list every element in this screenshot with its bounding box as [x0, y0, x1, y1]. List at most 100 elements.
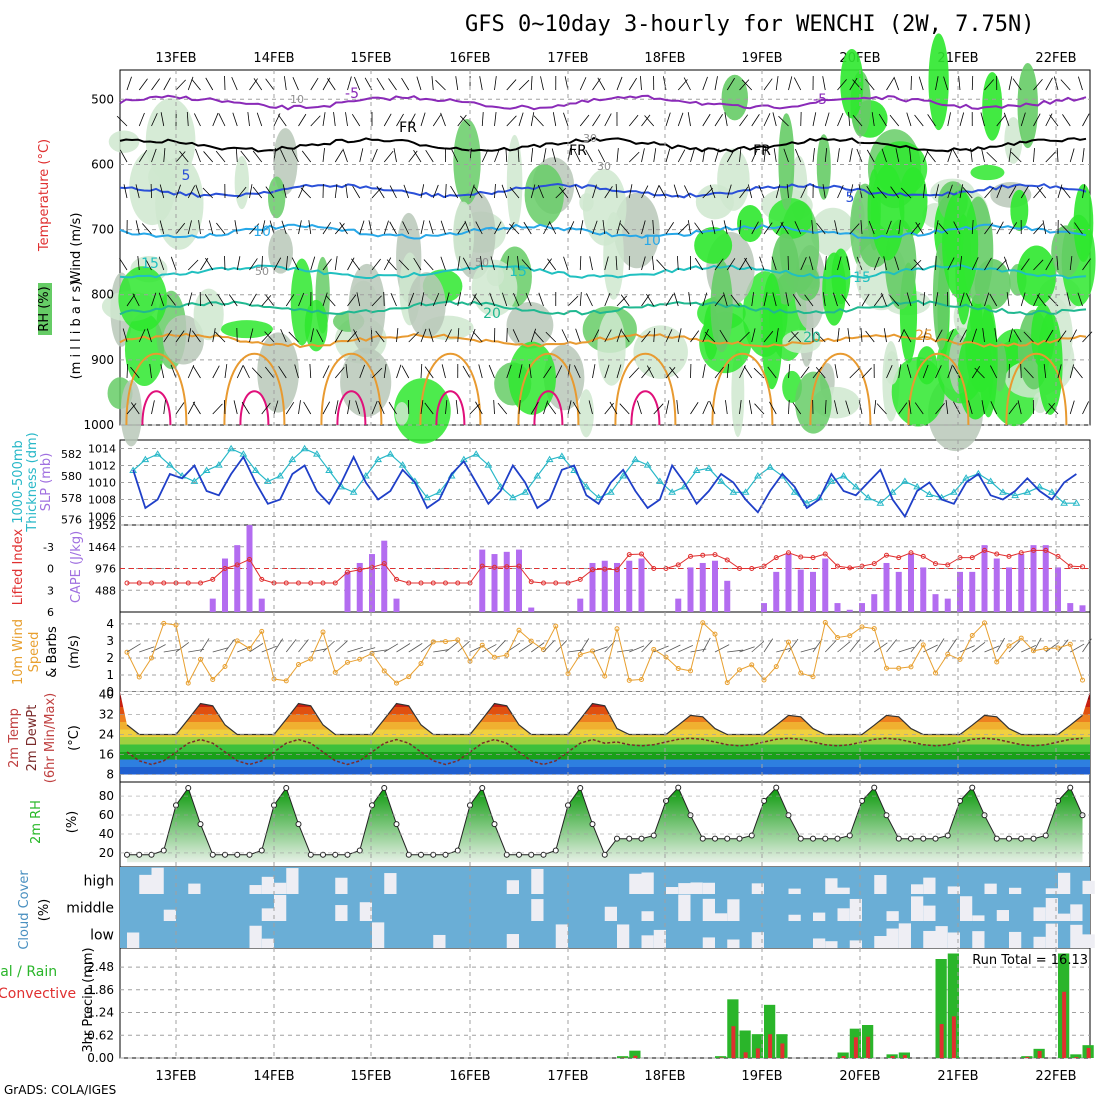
wind-barb — [743, 366, 753, 379]
surface-temp-contour — [141, 390, 172, 426]
thickness-marker — [165, 461, 174, 468]
thickness-marker — [692, 466, 701, 474]
rh-shade-blob — [916, 346, 938, 385]
wind-barb — [616, 364, 622, 379]
isotherm-label: 25 — [915, 328, 933, 344]
wind-barb — [301, 150, 312, 163]
wind-barb — [962, 187, 973, 199]
date-bottom-label: 18FEB — [644, 1069, 685, 1084]
cape-bar — [883, 562, 890, 612]
li-marker — [381, 561, 387, 567]
wind-barb — [371, 148, 378, 163]
wind-barb — [1069, 364, 1075, 379]
wind-barb — [141, 223, 152, 235]
wind-barb — [837, 256, 842, 271]
li-tick-label: -3 — [43, 541, 54, 554]
temp-curve-mask — [120, 692, 1090, 735]
thickness-marker — [766, 463, 775, 470]
wind-barb — [592, 646, 608, 653]
wind-tick-label: 0 — [106, 685, 114, 699]
surface-temp-contour — [809, 352, 872, 426]
cloud-gap-block — [1033, 936, 1046, 948]
wind-barb — [665, 222, 674, 235]
wind-barb — [788, 331, 799, 343]
date-top-label: 19FEB — [741, 51, 782, 66]
wind-barb — [420, 641, 434, 653]
wind-barb — [748, 400, 753, 415]
rh-marker — [1067, 784, 1074, 791]
wind-barb — [538, 292, 544, 307]
wind-barb — [628, 367, 640, 379]
temp-tick-label: 40 — [99, 688, 114, 702]
wind-barb — [236, 186, 247, 199]
wind-barb — [159, 184, 165, 199]
wind-barb — [968, 400, 973, 415]
wind-barb — [261, 402, 271, 415]
wind-barb — [277, 114, 287, 127]
wind-barb — [521, 259, 532, 271]
wind-barb — [763, 292, 768, 307]
rh-shade-blob — [737, 205, 764, 243]
rh-marker — [969, 784, 976, 791]
axis-label-thickness-dm: Thickness (dm) — [25, 432, 40, 532]
wind-barb — [909, 148, 912, 163]
wind-barb — [763, 330, 774, 343]
date-top-label: 22FEB — [1035, 51, 1076, 66]
rh-shade-blob — [816, 134, 831, 200]
thickness-marker — [374, 455, 383, 463]
rh-shade-blob — [781, 330, 821, 354]
wind-barb — [788, 364, 791, 379]
precip-convective-bar — [951, 1016, 956, 1058]
wind-barb — [151, 78, 161, 91]
wind-barb — [408, 331, 419, 343]
thickness-marker — [790, 488, 799, 495]
wind-barb — [966, 293, 973, 307]
rh-shade-blob — [506, 301, 554, 349]
thickness-marker — [619, 471, 628, 479]
wind-barb — [952, 365, 961, 379]
rh-shade-blob — [1073, 184, 1094, 262]
axis-label-temp-units: (°C) — [67, 725, 82, 751]
wind-barb — [506, 221, 515, 235]
thickness-marker — [643, 461, 652, 468]
wind-barb — [119, 149, 128, 163]
wind-barb — [482, 644, 497, 653]
date-bottom-label: 21FEB — [937, 1069, 978, 1084]
wind-barb — [938, 223, 949, 235]
wind-marker — [222, 664, 228, 670]
wind-barb — [186, 112, 189, 127]
wind-barb — [726, 258, 736, 271]
thickness-marker — [263, 477, 272, 484]
rh-marker — [650, 832, 657, 839]
wind-barb — [898, 328, 905, 343]
wind-barb — [390, 292, 397, 307]
wind-barb — [791, 331, 802, 343]
wind-barb — [644, 115, 655, 127]
wind-barb — [420, 292, 425, 307]
date-bottom-label: 15FEB — [350, 1069, 391, 1084]
wind-barb — [389, 185, 397, 199]
wind-barb — [861, 641, 875, 653]
date-top-label: 14FEB — [253, 51, 294, 66]
wind-barb — [785, 292, 789, 307]
wind-marker — [259, 628, 265, 634]
wind-barb — [616, 295, 627, 307]
wind-marker — [516, 627, 522, 633]
wind-barb — [804, 294, 814, 307]
wind-barb — [398, 259, 410, 271]
wind-barb — [249, 258, 258, 271]
wind-barb — [1082, 638, 1092, 653]
run-total-label: Run Total = 16.13 — [972, 953, 1088, 968]
wind-barb — [592, 184, 597, 199]
li-tick-label: 0 — [47, 563, 54, 576]
axis-label-convective: Convective — [0, 986, 76, 1002]
wind-barb — [688, 292, 691, 307]
date-bottom-label: 22FEB — [1035, 1069, 1076, 1084]
wind-barb — [1020, 112, 1026, 127]
thickness-marker — [839, 471, 848, 479]
wind-barb — [1033, 259, 1044, 271]
thickness-marker — [214, 461, 223, 468]
li-tick-label: 6 — [47, 606, 54, 619]
thickness-marker — [827, 477, 836, 484]
wind-barb — [597, 77, 606, 91]
